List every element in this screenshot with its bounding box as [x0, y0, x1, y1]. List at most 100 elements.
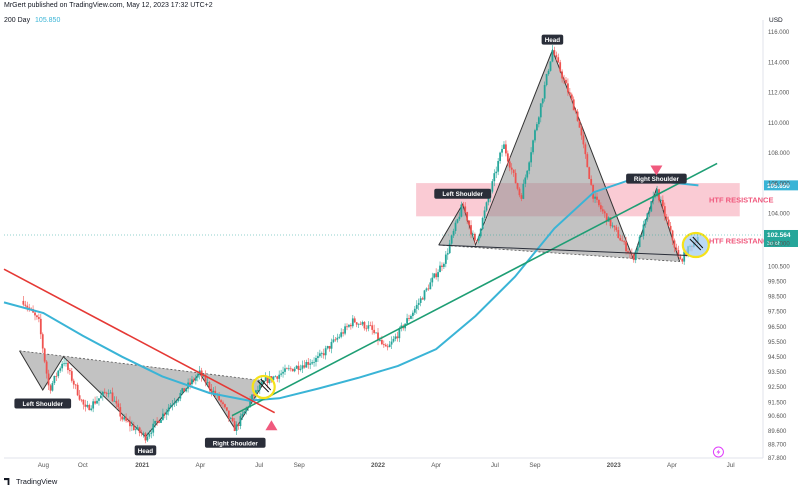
candle-body	[361, 322, 364, 325]
candle-body	[501, 148, 503, 153]
candle-body	[173, 402, 176, 405]
pattern-label[interactable]: Head	[541, 34, 564, 45]
projection-arrow	[689, 236, 704, 251]
y-tick-label: 100.500	[768, 264, 790, 270]
candle-body	[175, 400, 178, 403]
candle-body	[553, 50, 556, 56]
pattern-neckline[interactable]	[438, 244, 680, 263]
candle-body	[222, 402, 224, 405]
candle-body	[450, 235, 453, 244]
pattern-label[interactable]: Head	[134, 445, 157, 456]
ma-legend[interactable]: 200 Day 105.850	[4, 17, 60, 24]
candle-body	[462, 204, 465, 207]
x-tick-label: 2022	[371, 462, 386, 469]
candle-body	[286, 368, 288, 370]
candle-body	[373, 329, 376, 333]
candle-body	[568, 92, 571, 95]
candle-body	[59, 368, 62, 371]
pattern-segment[interactable]	[633, 189, 680, 262]
pattern-segment[interactable]	[63, 356, 200, 437]
candle-body	[210, 388, 213, 393]
candle-body	[101, 391, 104, 396]
candle-body	[390, 341, 393, 345]
pattern-label-text: Head	[138, 448, 154, 455]
candle-body	[460, 204, 463, 217]
candle-body	[627, 251, 629, 253]
last-price-tag[interactable]: 102.564 3d 8h	[764, 229, 798, 247]
y-tick-label: 94.500	[768, 355, 787, 361]
candle-body	[580, 127, 583, 136]
candle-body	[549, 61, 552, 71]
candle-body	[503, 144, 505, 149]
candle-body	[495, 171, 498, 174]
pattern-label[interactable]: Right Shoulder	[626, 173, 687, 184]
candle-body	[37, 317, 40, 319]
candle-body	[551, 50, 554, 62]
candle-body	[229, 417, 232, 419]
x-tick-label: Apr	[667, 462, 677, 469]
y-tick-label: 104.000	[768, 212, 790, 218]
candle-body	[415, 304, 418, 309]
candle-body	[559, 62, 562, 72]
candle-body	[565, 79, 567, 84]
pattern-label[interactable]: Right Shoulder	[204, 437, 266, 448]
candle-body	[410, 315, 412, 319]
candle-body	[419, 298, 422, 303]
candle-body	[152, 423, 155, 433]
candle-body	[278, 374, 281, 379]
ma-price-tag[interactable]: 105.850	[764, 180, 798, 191]
pattern-label-text: Left Shoulder	[22, 401, 63, 408]
candle-body	[113, 400, 116, 402]
candle-body	[510, 167, 513, 170]
pattern-segment[interactable]	[19, 350, 64, 391]
candle-body	[45, 361, 48, 374]
candle-body	[377, 332, 379, 341]
candle-body	[446, 253, 449, 255]
pattern-label[interactable]: Left Shoulder	[434, 188, 491, 199]
candle-body	[111, 392, 114, 402]
candle-body	[206, 382, 209, 383]
candle-body	[530, 152, 533, 163]
pattern-segment[interactable]	[475, 50, 634, 259]
candle-body	[346, 326, 348, 328]
y-tick-label: 88.700	[768, 443, 787, 449]
candle-body	[284, 368, 286, 372]
candle-body	[518, 188, 521, 196]
candle-body	[183, 388, 186, 392]
y-tick-label: 95.500	[768, 340, 787, 346]
candle-body	[479, 229, 482, 237]
candle-body	[241, 413, 244, 417]
candle-body	[537, 117, 540, 125]
candle-body	[355, 322, 358, 325]
x-tick-label: Sep	[294, 462, 306, 469]
trendline-red[interactable]	[3, 268, 276, 414]
x-tick-label: Jul	[491, 462, 499, 469]
candle-body	[163, 413, 166, 415]
down-arrow-marker[interactable]	[650, 165, 663, 176]
tradingview-logo[interactable]: TradingView	[4, 477, 57, 486]
candle-body	[384, 344, 387, 347]
pattern-label[interactable]: Left Shoulder	[14, 398, 72, 409]
candle-body	[214, 390, 217, 395]
trendline-dark[interactable]	[438, 244, 692, 257]
candle-body	[382, 344, 385, 345]
highlight-circle[interactable]	[251, 374, 276, 400]
lightning-icon	[716, 449, 721, 455]
candle-body	[311, 362, 314, 364]
up-arrow-marker[interactable]	[265, 420, 278, 431]
candle-body	[429, 282, 432, 290]
pattern-neckline[interactable]	[19, 350, 266, 382]
candle-body	[301, 365, 304, 369]
candle-body	[526, 170, 529, 178]
candle-body	[154, 420, 157, 424]
candle-body	[555, 55, 558, 58]
pattern-label-text: Head	[545, 37, 561, 44]
ma-legend-value: 105.850	[35, 17, 61, 24]
pattern-label-bg	[14, 398, 72, 409]
pattern-segment[interactable]	[438, 204, 476, 248]
candle-body	[171, 404, 174, 406]
moving-average-line[interactable]	[3, 177, 699, 402]
pattern-segment[interactable]	[199, 372, 265, 430]
trendline-green[interactable]	[231, 162, 718, 417]
